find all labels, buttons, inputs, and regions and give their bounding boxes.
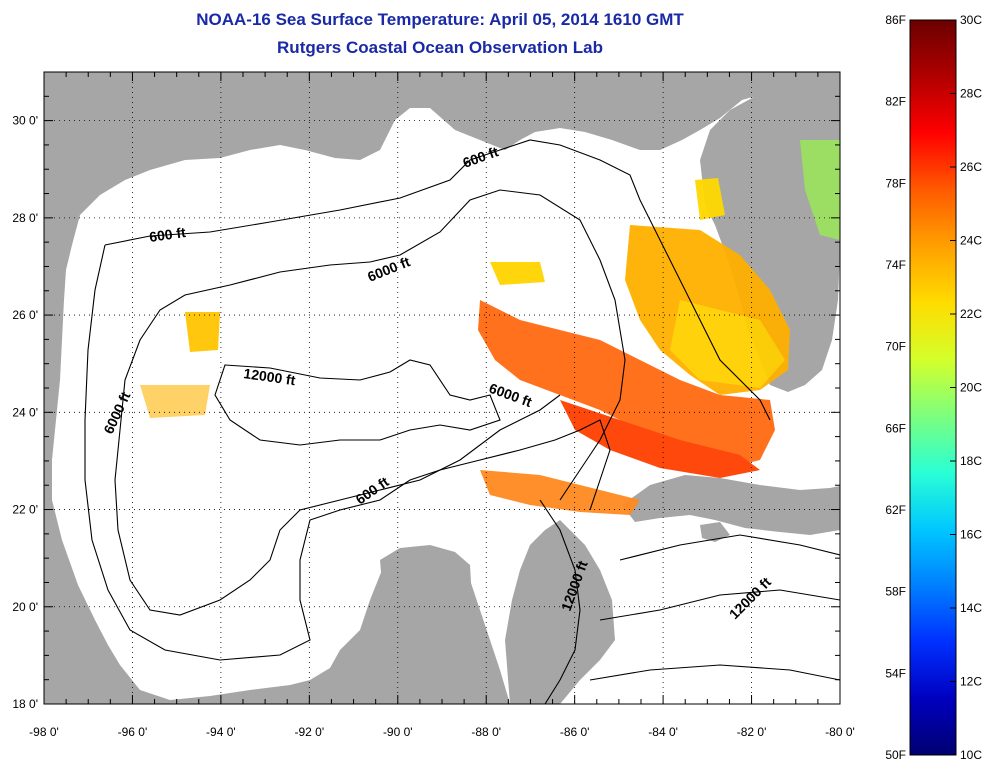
lon-tick-label: -94 0'	[206, 725, 236, 739]
colorbar-f-label: 62F	[885, 503, 906, 517]
contour-6000ft	[119, 189, 626, 501]
colorbar-f-label: 82F	[885, 95, 906, 109]
colorbar-f-label: 78F	[885, 176, 906, 190]
lon-tick-label: -98 0'	[29, 725, 59, 739]
colorbar-c-label: 24C	[960, 234, 982, 248]
longitude-labels: -98 0' -96 0' -94 0' -92 0' -90 0' -88 0' -86 …	[29, 725, 855, 739]
contour-600ft	[104, 139, 771, 421]
colorbar-celsius-labels: 30C 28C 26C 24C 22C 20C 18C 16C 14C 12C 10C	[950, 13, 982, 762]
map-title: NOAA-16 Sea Surface Temperature: April 0…	[196, 10, 684, 29]
lon-tick-label: -86 0'	[560, 725, 590, 739]
colorbar-f-label: 74F	[885, 258, 906, 272]
colorbar-c-label: 14C	[960, 601, 982, 615]
land-central-america	[380, 545, 472, 640]
colorbar-c-label: 12C	[960, 675, 982, 689]
colorbar-f-label: 50F	[885, 748, 906, 762]
sst-patch-loop-current	[480, 470, 640, 515]
contour-600ft-west	[84, 244, 611, 661]
lat-tick-label: 22 0'	[12, 503, 38, 517]
contour-label-12000ft-west: 12000 ft	[243, 365, 297, 388]
colorbar-f-label: 54F	[885, 666, 906, 680]
contour-12000ft-cayman	[619, 534, 840, 561]
colorbar-c-label: 20C	[960, 381, 982, 395]
sst-patch-panhandle	[695, 178, 725, 220]
lat-tick-label: 28 0'	[12, 211, 38, 225]
sst-patch-west-2	[140, 385, 210, 418]
sst-patch-atlantic	[800, 140, 840, 240]
lat-tick-label: 18 0'	[12, 697, 38, 711]
land-yucatan	[505, 520, 615, 704]
colorbar-f-label: 66F	[885, 421, 906, 435]
sst-patch-central-band	[478, 300, 775, 470]
contour-12000ft-cayman-2	[599, 589, 840, 621]
land-island-south	[700, 522, 730, 542]
sst-patch-east-florida-shelf-warm	[670, 300, 785, 388]
lat-tick-label: 20 0'	[12, 600, 38, 614]
colorbar	[909, 19, 957, 756]
sst-data-patches	[140, 140, 840, 515]
colorbar-c-label: 16C	[960, 528, 982, 542]
bathymetry-contours	[84, 139, 840, 704]
land-cuba	[622, 475, 840, 535]
contour-label-600ft-west: 600 ft	[148, 224, 187, 245]
lon-tick-label: -82 0'	[737, 725, 767, 739]
lat-tick-label: 26 0'	[12, 308, 38, 322]
contour-cayman-3	[589, 664, 840, 681]
graticule	[44, 72, 840, 704]
map-subtitle: Rutgers Coastal Ocean Observation Lab	[277, 38, 603, 57]
contour-6000ft-west	[114, 394, 561, 616]
axis-ticks	[43, 71, 841, 705]
lon-tick-label: -96 0'	[118, 725, 148, 739]
colorbar-fahrenheit-labels: 86F 82F 78F 74F 70F 66F 62F 58F 54F 50F	[885, 13, 906, 762]
contour-12000ft-se	[539, 499, 581, 704]
sst-patch-central-yellow	[490, 262, 545, 285]
colorbar-c-label: 28C	[960, 87, 982, 101]
contour-12000ft	[214, 359, 501, 446]
land-masses	[44, 72, 840, 704]
latitude-labels: 30 0' 28 0' 26 0' 24 0' 22 0' 20 0' 18 0'	[12, 114, 38, 711]
lon-tick-label: -90 0'	[383, 725, 413, 739]
lat-tick-label: 24 0'	[12, 405, 38, 419]
colorbar-c-label: 26C	[960, 160, 982, 174]
lat-tick-label: 30 0'	[12, 114, 38, 128]
colorbar-c-label: 10C	[960, 748, 982, 762]
colorbar-c-label: 18C	[960, 454, 982, 468]
lon-tick-label: -88 0'	[471, 725, 501, 739]
colorbar-f-label: 70F	[885, 340, 906, 354]
lon-tick-label: -92 0'	[295, 725, 325, 739]
sst-patch-west-1	[185, 312, 220, 352]
colorbar-c-label: 30C	[960, 13, 982, 27]
colorbar-c-label: 22C	[960, 307, 982, 321]
lon-tick-label: -84 0'	[648, 725, 678, 739]
colorbar-f-label: 58F	[885, 585, 906, 599]
lon-tick-label: -80 0'	[825, 725, 855, 739]
colorbar-f-label: 86F	[885, 13, 906, 27]
